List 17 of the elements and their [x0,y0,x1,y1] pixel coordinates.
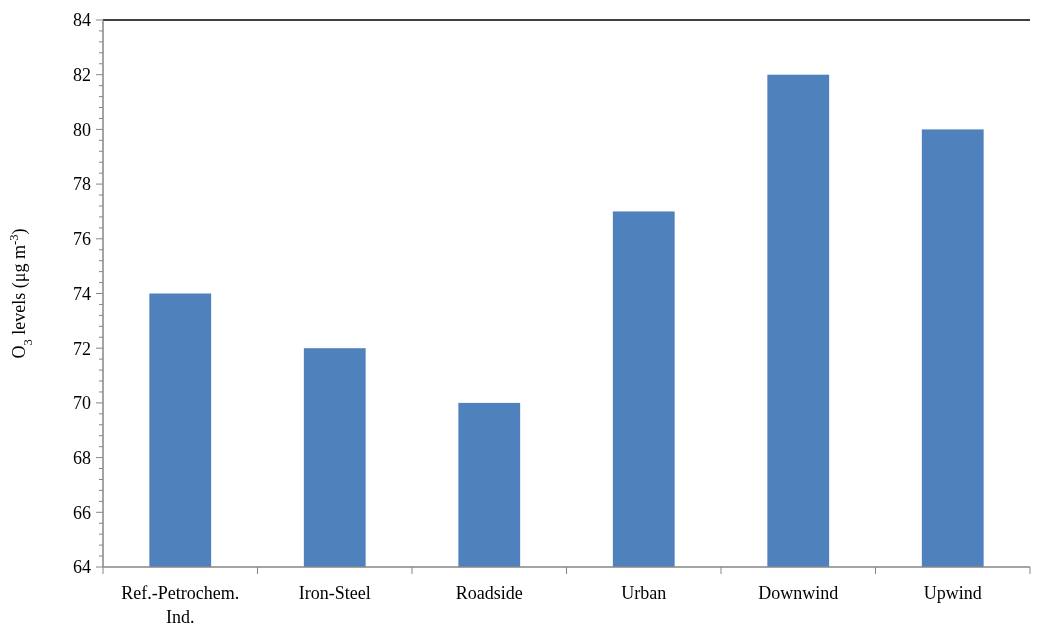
y-tick-label: 76 [73,229,91,250]
y-tick-label: 82 [73,65,91,85]
y-tick-label: 68 [73,447,91,468]
y-tick-label: 74 [73,283,91,304]
y-tick-label: 84 [73,10,91,31]
x-tick-label: Urban [621,583,667,603]
x-tick-label: Downwind [758,583,839,603]
y-tick-label: 78 [73,174,91,195]
y-tick-label: 66 [73,502,91,523]
x-tick-label: Roadside [455,583,523,603]
x-tick-label: Iron-Steel [298,583,371,603]
y-tick-label: 64 [73,557,91,578]
x-tick-label: Upwind [923,583,982,603]
y-tick-label: 80 [73,119,91,140]
y-tick-label: 72 [73,338,91,359]
y-tick-label: 70 [73,393,91,414]
x-tick-label: Ref.-Petrochem. Ind. [121,583,240,627]
